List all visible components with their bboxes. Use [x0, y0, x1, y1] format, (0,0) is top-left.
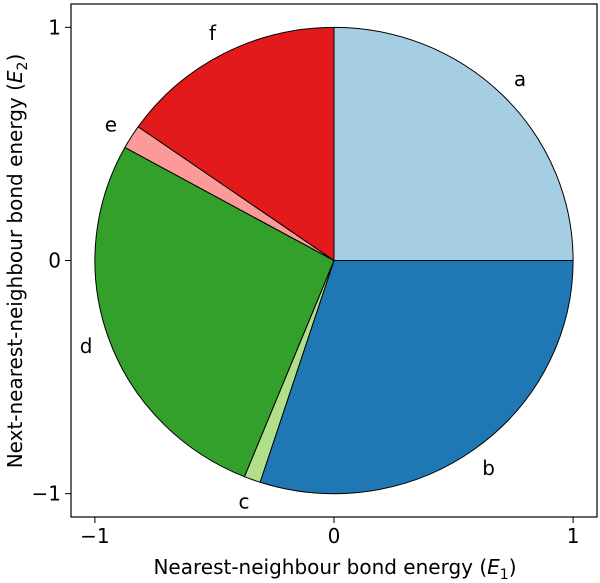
slice-label-a: a — [514, 67, 526, 91]
x-tick-label: 1 — [567, 524, 580, 548]
pie-slice-f — [137, 26, 335, 261]
y-tick-label: 1 — [48, 15, 61, 39]
x-tick-label: −1 — [80, 524, 109, 548]
pie-slice-d — [94, 146, 335, 478]
y-tick-label: 0 — [48, 249, 61, 273]
pie-slice-b — [259, 260, 574, 495]
slice-label-d: d — [80, 334, 93, 358]
slice-labels: a b c d e f — [80, 21, 526, 514]
x-axis-label: Nearest-neighbour bond energy (E1) — [153, 555, 516, 583]
slice-label-b: b — [482, 456, 495, 480]
y-axis-label: Next-nearest-neighbour bond energy (E2) — [3, 54, 31, 469]
pie-slice-a — [333, 26, 574, 261]
slice-label-f: f — [209, 21, 217, 45]
y-axis-ticks: 1 0 −1 — [32, 15, 71, 506]
slice-label-c: c — [239, 490, 250, 514]
y-tick-label: −1 — [32, 482, 61, 506]
slice-label-e: e — [105, 113, 117, 137]
pie-slices — [94, 26, 574, 495]
x-tick-label: 0 — [328, 524, 341, 548]
x-axis-ticks: −1 0 1 — [80, 517, 579, 548]
